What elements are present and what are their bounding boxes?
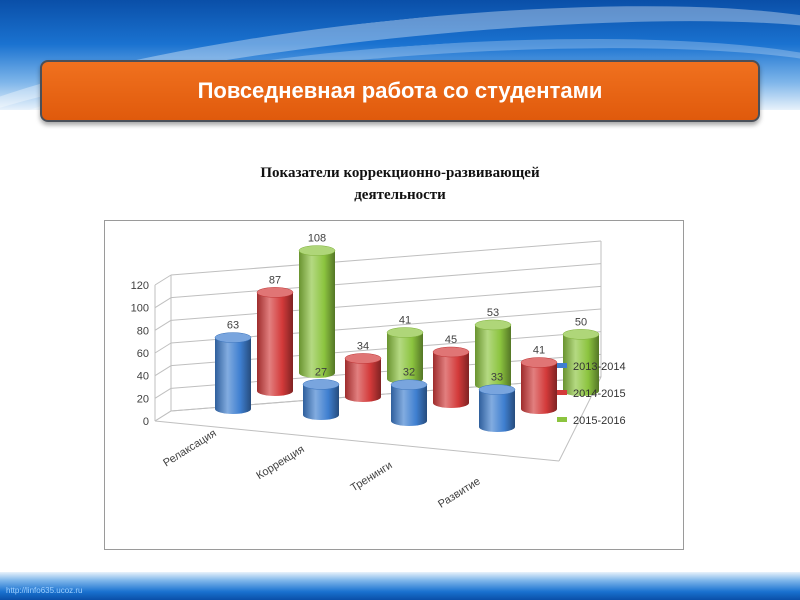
bar-2013-2014-Коррекция: 27: [302, 366, 340, 420]
bar-body: [299, 250, 335, 378]
chart-bars: 63 87 108 27 34 41 32 45 53 33 41 50: [214, 233, 600, 432]
bar-2013-2014-Развитие: 33: [478, 372, 516, 432]
y-tick-label: 20: [137, 393, 149, 405]
data-label: 53: [487, 307, 499, 319]
x-axis-labels: Релаксация Коррекция Тренинги Развитие: [161, 427, 482, 510]
bar-2014-2015-Коррекция: 34: [344, 340, 382, 402]
bar-2014-2015-Тренинги: 45: [432, 334, 470, 408]
legend-label: 2015-2016: [573, 415, 626, 427]
y-tick-label: 100: [131, 303, 149, 315]
bar-body: [391, 384, 427, 426]
bar-2015-2016-Развитие: 50: [562, 316, 600, 396]
gridline: [170, 285, 602, 321]
slide-title-box: Повседневная работа со студентами: [40, 60, 760, 122]
y-tick-label: 40: [137, 371, 149, 383]
bar-chart: 0 20 40 60 80 100 120 63 87 108 27 34 41 32 45 53 33 41 50…: [131, 233, 626, 511]
gridline: [170, 240, 602, 276]
chart-frame: 0 20 40 60 80 100 120 63 87 108 27 34 41 32 45 53 33 41 50…: [104, 220, 684, 550]
bar-body: [479, 389, 515, 432]
bar-body: [433, 352, 469, 408]
data-label: 87: [269, 274, 281, 286]
bar-2014-2015-Релаксация: 87: [256, 274, 294, 396]
chart-title-line1: Показатели коррекционно-развивающей: [260, 165, 540, 181]
gridline-side: [154, 365, 172, 377]
chart-title: Показатели коррекционно-развивающей деят…: [150, 162, 650, 206]
y-tick-label: 120: [131, 280, 149, 292]
legend-label: 2013-2014: [573, 361, 626, 373]
legend-swatch: [557, 417, 567, 422]
footer-background: [0, 572, 800, 600]
bar-top: [562, 329, 600, 340]
bar-top: [256, 287, 294, 298]
legend-label: 2014-2015: [573, 388, 626, 400]
y-tick-label: 0: [143, 416, 149, 428]
chart-title-line2: деятельности: [354, 187, 446, 203]
bar-2015-2016-Тренинги: 53: [474, 307, 512, 390]
gridline-side: [154, 319, 172, 331]
data-label: 41: [399, 315, 411, 327]
data-label: 34: [357, 340, 369, 352]
bar-body: [303, 384, 339, 420]
bar-top: [432, 346, 470, 358]
bar-body: [387, 332, 423, 384]
gridline-side: [154, 342, 172, 354]
bar-top: [298, 245, 336, 256]
bar-2015-2016-Коррекция: 41: [386, 315, 424, 384]
legend-swatch: [557, 363, 567, 368]
bar-body: [257, 292, 293, 396]
gridline-side: [154, 274, 172, 286]
x-tick-label: Релаксация: [161, 427, 218, 469]
bar-top: [520, 357, 558, 368]
bar-top: [390, 379, 428, 390]
gridline: [170, 263, 602, 299]
data-label: 45: [445, 334, 457, 346]
chart-legend: 2013-2014 2014-2015 2015-2016: [557, 361, 626, 427]
slide-title: Повседневная работа со студентами: [197, 78, 603, 103]
y-tick-label: 80: [137, 325, 149, 337]
gridline-side: [154, 387, 172, 399]
bar-2013-2014-Релаксация: 63: [214, 320, 252, 414]
bar-top: [344, 353, 382, 364]
data-label: 33: [491, 372, 503, 384]
x-tick-label: Тренинги: [349, 459, 395, 494]
floor-front-edge: [154, 420, 560, 462]
x-tick-label: Коррекция: [254, 443, 306, 482]
bar-body: [475, 324, 511, 390]
data-label: 27: [315, 366, 327, 378]
bar-body: [563, 334, 599, 396]
bar-body: [521, 362, 557, 414]
bar-2015-2016-Релаксация: 108: [298, 233, 336, 378]
bar-2013-2014-Тренинги: 32: [390, 367, 428, 426]
data-label: 108: [308, 233, 326, 245]
bar-top: [474, 319, 512, 331]
bar-top: [214, 332, 252, 343]
bar-body: [215, 337, 251, 414]
footer-url: http://linfo635.ucoz.ru: [6, 586, 83, 595]
y-tick-label: 60: [137, 348, 149, 360]
data-label: 32: [403, 367, 415, 379]
gridline-side: [154, 297, 172, 309]
data-label: 50: [575, 316, 587, 328]
bar-top: [478, 384, 516, 395]
x-tick-label: Развитие: [436, 475, 482, 510]
data-label: 41: [533, 345, 545, 357]
bar-top: [302, 379, 340, 390]
data-label: 63: [227, 320, 239, 332]
bar-body: [345, 358, 381, 402]
legend-swatch: [557, 390, 567, 395]
bar-2014-2015-Развитие: 41: [520, 345, 558, 414]
bar-top: [386, 327, 424, 338]
